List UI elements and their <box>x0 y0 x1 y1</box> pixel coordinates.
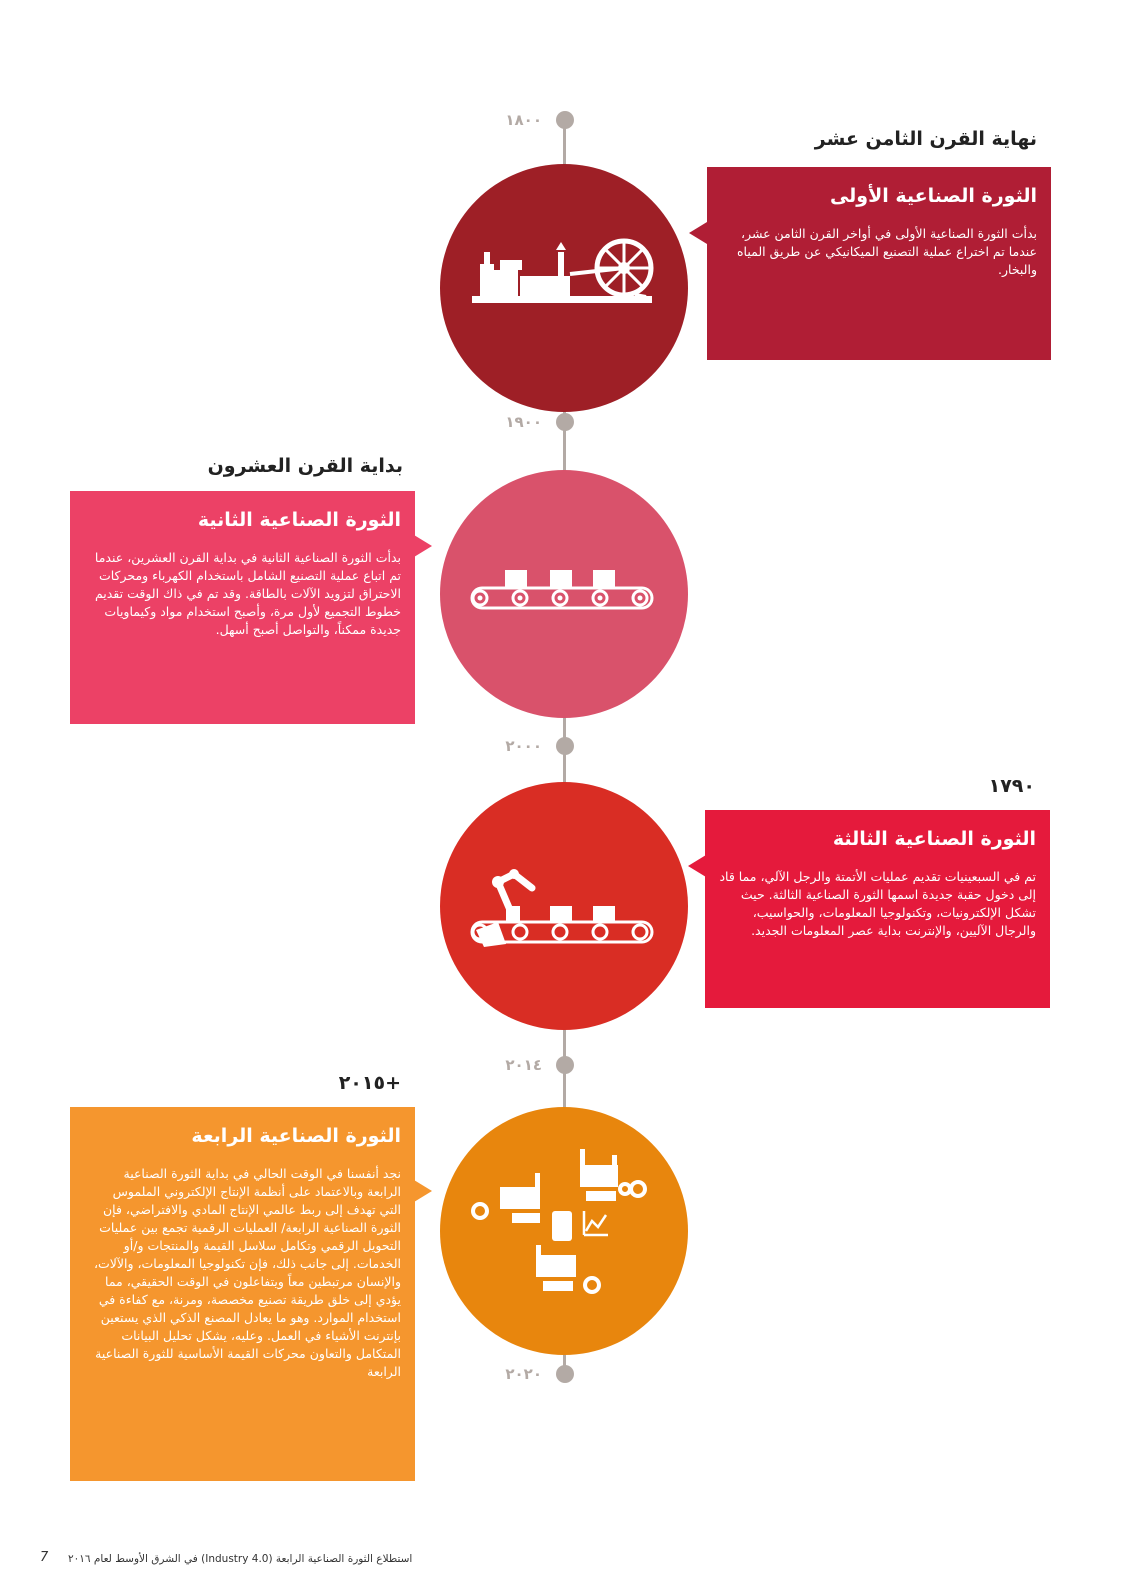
section-heading: نهاية القرن الثامن عشر <box>814 128 1037 150</box>
page-number: 7 <box>40 1550 49 1565</box>
first-revolution-box: الثورة الصناعية الأولى بدأت الثورة الصنا… <box>707 167 1051 360</box>
year-label: ٢٠٠٠ <box>505 737 542 755</box>
steam-engine-icon <box>472 238 654 303</box>
smart-factory-icon <box>471 1149 647 1294</box>
section-title: الثورة الصناعية الأولى <box>829 185 1037 207</box>
second-revolution-box: الثورة الصناعية الثانية بدأت الثورة الصن… <box>70 491 415 724</box>
year-label: ١٩٠٠ <box>505 413 542 431</box>
section-body: تم في السبعينيات تقديم عمليات الأتمتة وا… <box>719 869 1036 938</box>
box-pointer <box>688 855 706 877</box>
year-label: ١٨٠٠ <box>505 111 542 129</box>
timeline-dot <box>556 111 574 129</box>
timeline-dot <box>556 413 574 431</box>
box-pointer <box>414 535 432 557</box>
section-title: الثورة الصناعية الرابعة <box>191 1125 401 1147</box>
year-label: ٢٠٢٠ <box>505 1365 542 1383</box>
conveyor-belt-icon <box>470 570 654 610</box>
fourth-revolution-box: الثورة الصناعية الرابعة نجد أنفسنا في ال… <box>70 1107 415 1481</box>
section-body: بدأت الثورة الصناعية الثانية في بداية ال… <box>94 550 401 637</box>
footer-text: استطلاع الثورة الصناعية الرابعة (Industr… <box>68 1553 413 1565</box>
box-pointer <box>414 1180 432 1202</box>
section-body: بدأت الثورة الصناعية الأولى في أواخر الق… <box>737 226 1037 277</box>
third-revolution-box: الثورة الصناعية الثالثة تم في السبعينيات… <box>705 810 1050 1008</box>
box-pointer <box>689 222 707 244</box>
section-heading: +٢٠١٥ <box>338 1072 401 1094</box>
fourth-revolution-circle <box>440 1107 688 1355</box>
section-title: الثورة الصناعية الثانية <box>197 509 401 531</box>
year-label: ٢٠١٤ <box>505 1056 542 1074</box>
section-body: نجد أنفسنا في الوقت الحالي في بداية الثو… <box>93 1166 401 1379</box>
timeline-dot <box>556 1365 574 1383</box>
section-heading: ١٧٩٠ <box>988 775 1035 797</box>
third-revolution-circle <box>440 782 688 1030</box>
robot-arm-conveyor-icon <box>470 869 654 947</box>
section-title: الثورة الصناعية الثالثة <box>832 828 1036 850</box>
timeline-dot <box>556 1056 574 1074</box>
section-heading: بداية القرن العشرون <box>207 455 403 477</box>
second-revolution-circle <box>440 470 688 718</box>
first-revolution-circle <box>440 164 688 412</box>
timeline-dot <box>556 737 574 755</box>
